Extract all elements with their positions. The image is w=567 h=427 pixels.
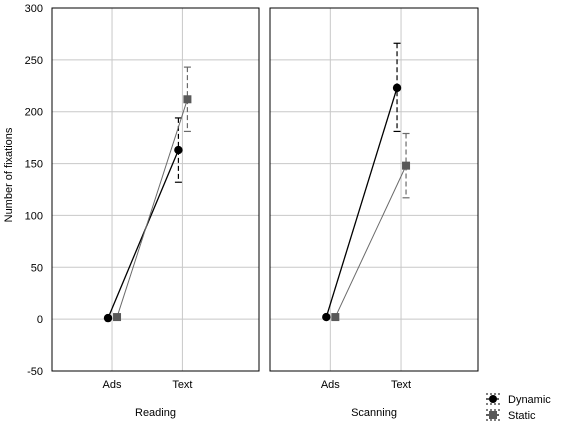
legend-marker-dynamic	[489, 395, 497, 403]
x-tick-label: Ads	[321, 379, 340, 391]
series-line-static	[116, 99, 188, 318]
point-dynamic	[392, 83, 402, 93]
series-line-dynamic	[325, 87, 398, 318]
panel-frame	[269, 7, 479, 372]
y-tick-label: 0	[37, 314, 43, 326]
x-tick-label: Text	[391, 379, 411, 391]
y-tick-label: 150	[25, 159, 43, 171]
point-dynamic	[103, 313, 113, 323]
y-axis-label: Number of fixations	[3, 127, 15, 222]
legend-marker-static	[489, 411, 497, 419]
panel-frame	[51, 7, 260, 372]
point-static	[331, 313, 340, 322]
series-line-dynamic	[107, 149, 180, 319]
point-static	[113, 313, 122, 322]
legend-label: Static	[508, 410, 536, 422]
point-static	[402, 161, 411, 170]
y-tick-label: 50	[31, 262, 43, 274]
point-dynamic	[174, 145, 183, 155]
point-dynamic	[322, 312, 331, 322]
series-line-static	[334, 165, 407, 318]
x-tick-label: Text	[172, 379, 192, 391]
point-static	[183, 95, 192, 104]
y-tick-label: 250	[25, 55, 43, 67]
panel-x-label: Reading	[135, 407, 176, 419]
y-tick-label: 300	[25, 3, 43, 15]
x-tick-label: Ads	[103, 379, 122, 391]
legend-label: Dynamic	[508, 394, 551, 406]
y-tick-label: 200	[25, 107, 43, 119]
panel-x-label: Scanning	[351, 407, 397, 419]
y-tick-label: -50	[27, 366, 43, 378]
y-tick-label: 100	[25, 210, 43, 222]
